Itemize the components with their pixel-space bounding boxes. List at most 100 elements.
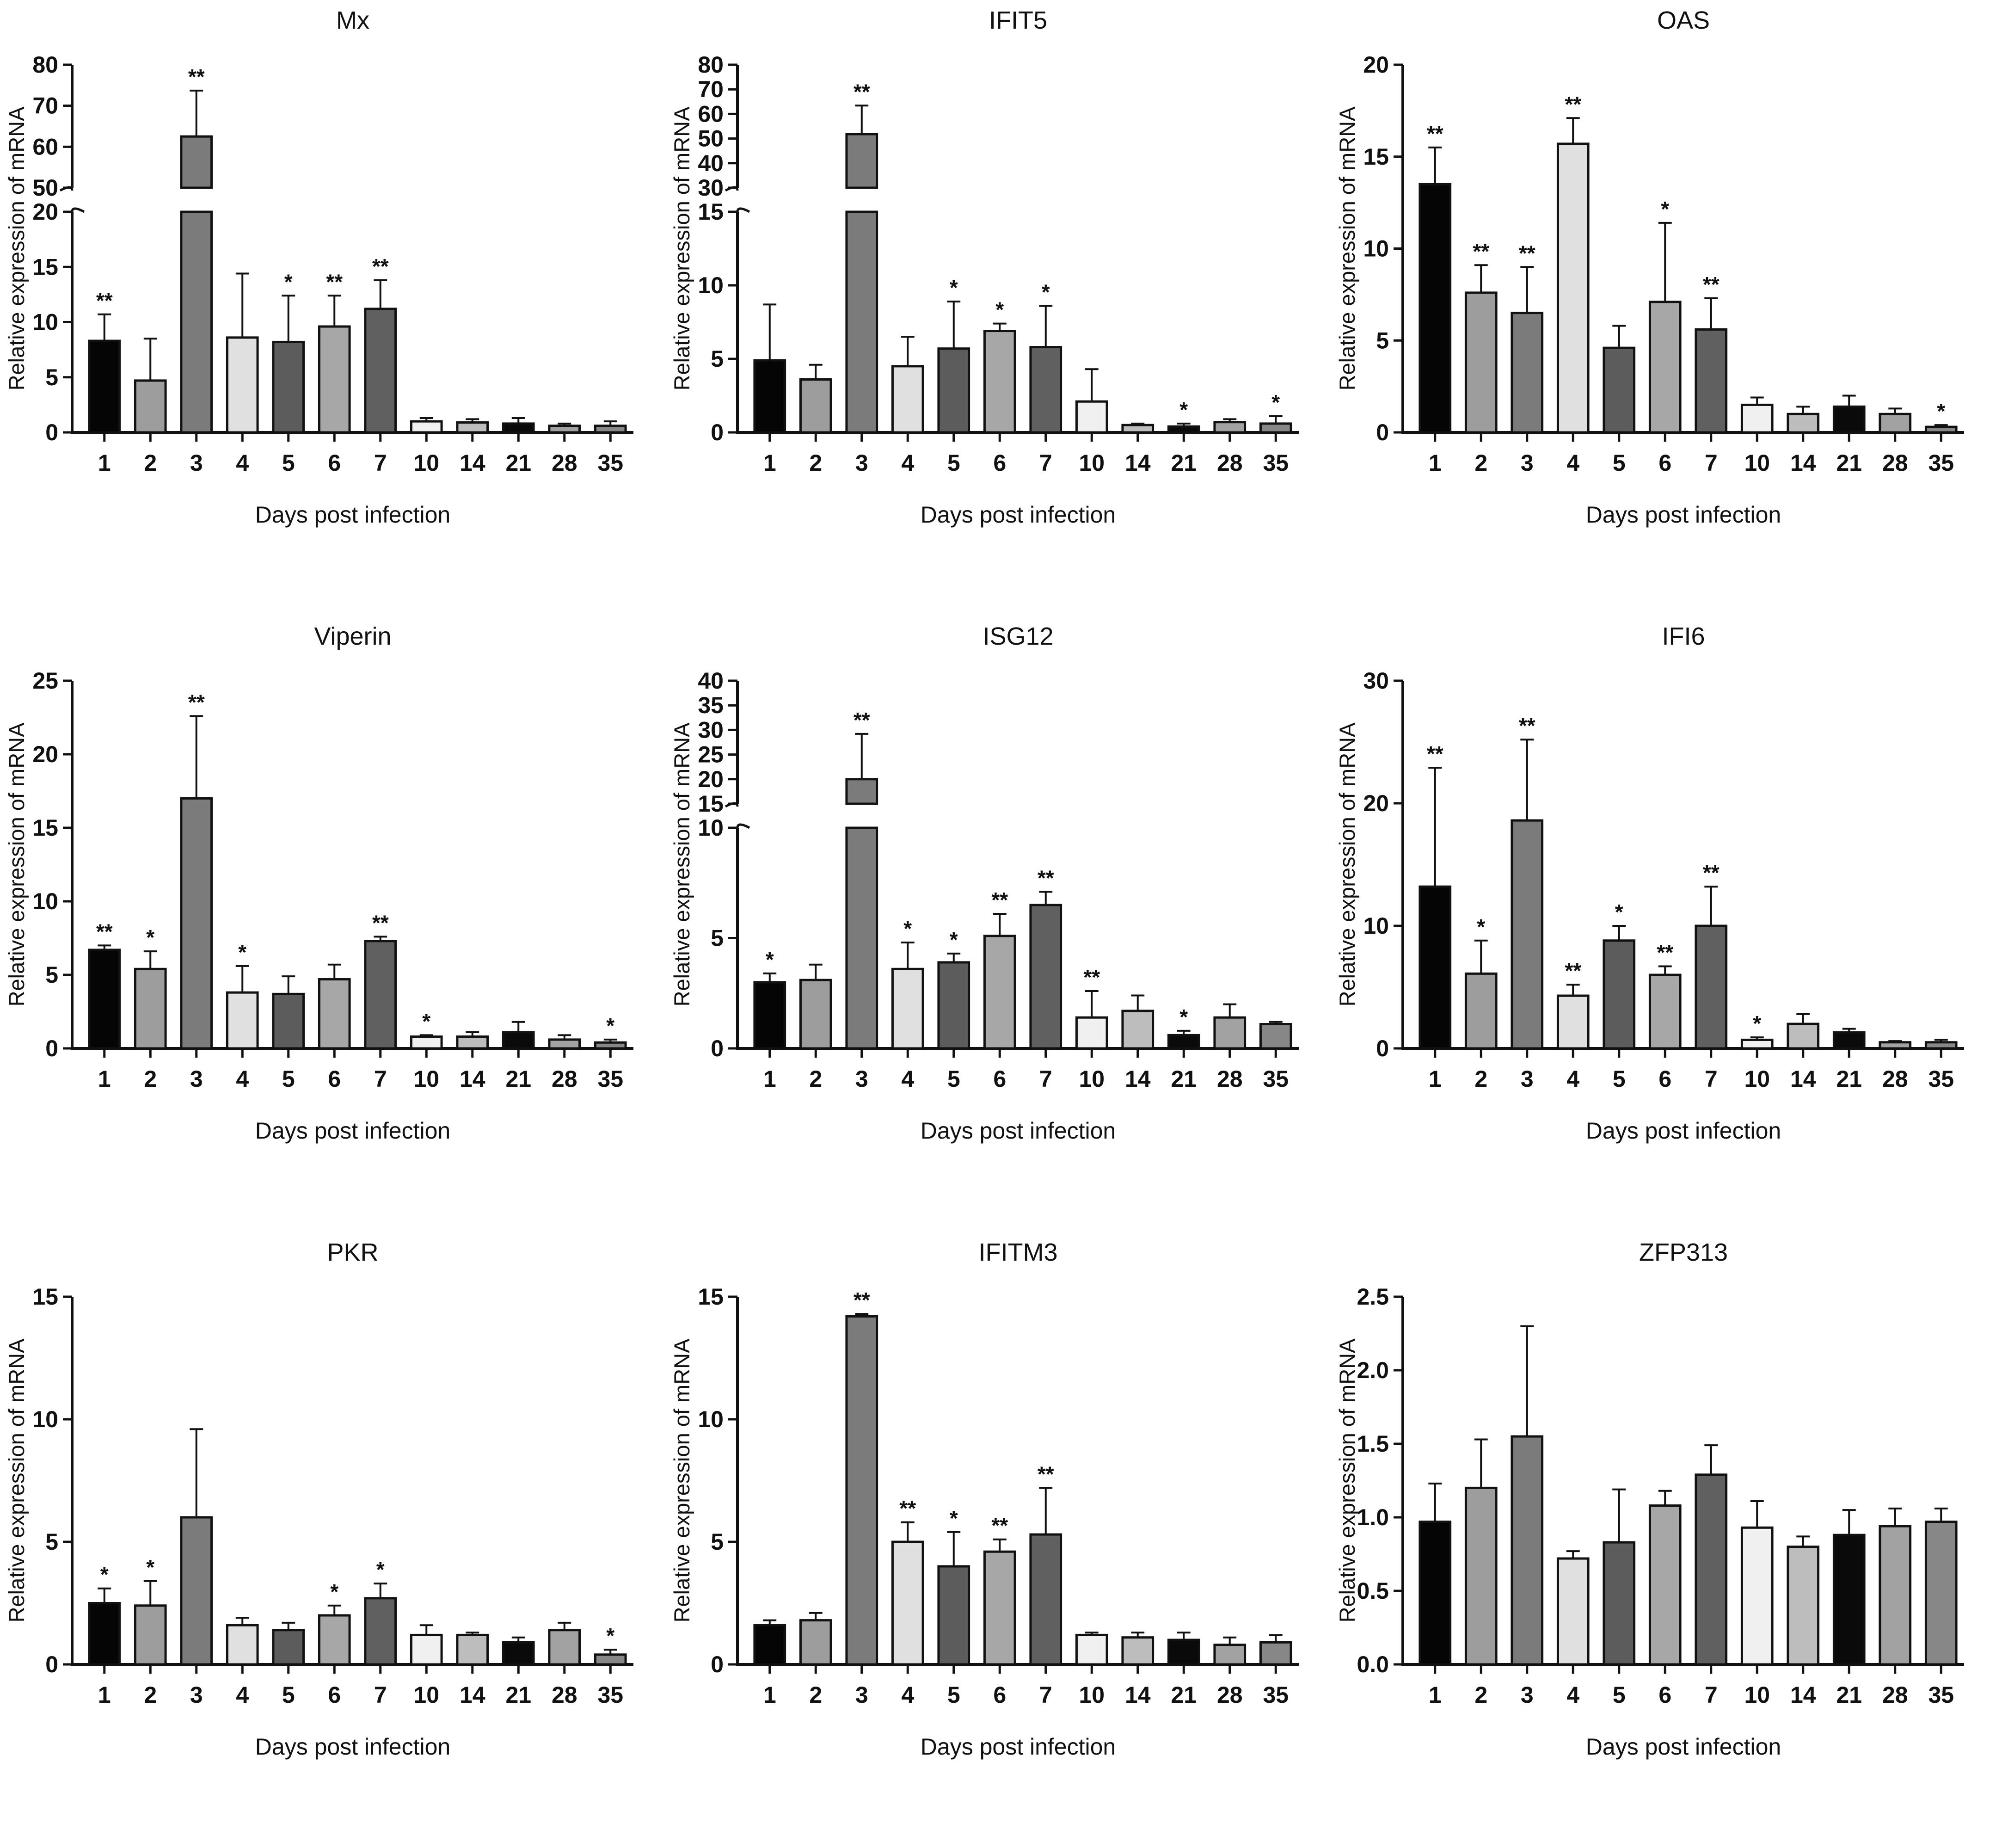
significance-label: ** [188, 690, 205, 714]
axis-break-mark [736, 823, 750, 829]
x-tick-label: 4 [236, 1682, 249, 1708]
bar [799, 378, 832, 434]
bar [364, 1597, 397, 1666]
bar [1029, 1533, 1062, 1666]
bar [1213, 421, 1247, 434]
chart-pkr: PKR Days post infection Relative expressio… [4, 1238, 633, 1760]
bar [1603, 346, 1636, 434]
y-tick-label: 0.5 [1357, 1578, 1389, 1604]
significance-label: * [238, 940, 246, 964]
panel-ifitm3: IFITM3 Days post infection Relative expres… [665, 1232, 1331, 1848]
x-tick-label: 14 [1790, 1066, 1816, 1092]
bar [891, 967, 924, 1050]
x-tick-label: 1 [1429, 1682, 1442, 1708]
bar [410, 1035, 443, 1050]
bar-lower-segment [845, 210, 878, 434]
x-tick-label: 1 [98, 1066, 111, 1092]
bar [88, 949, 121, 1050]
x-tick-label: 3 [1521, 1066, 1534, 1092]
chart-ifit5: IFIT5 Days post infection Relative express… [669, 6, 1299, 528]
x-axis-label: Days post infection [1586, 502, 1781, 528]
x-tick-label: 3 [855, 1066, 868, 1092]
chart-title: PKR [327, 1238, 378, 1266]
x-tick-label: 35 [1263, 450, 1289, 476]
chart-title: Viperin [314, 622, 391, 650]
x-axis-label: Days post infection [1586, 1118, 1781, 1144]
x-tick-label: 10 [1079, 1066, 1105, 1092]
bar [1029, 346, 1062, 434]
bar [226, 991, 259, 1050]
bar [845, 1315, 878, 1666]
significance-label: * [1753, 1011, 1761, 1035]
bar [134, 379, 167, 434]
bar-lower-segment [845, 826, 878, 1050]
y-tick-label: 20 [1363, 790, 1389, 816]
x-tick-label: 35 [1928, 1066, 1954, 1092]
chart-zfp313: ZFP313 Days post infection Relative expres… [1335, 1238, 1964, 1760]
significance-label: ** [899, 1497, 916, 1521]
bar [753, 981, 786, 1050]
y-tick-label: 2.0 [1357, 1357, 1389, 1383]
x-tick-label: 5 [1613, 1066, 1626, 1092]
x-tick-label: 5 [947, 450, 960, 476]
x-tick-label: 14 [1790, 1682, 1816, 1708]
bar [983, 935, 1016, 1050]
bar [1740, 403, 1774, 434]
bar [1075, 1016, 1108, 1050]
significance-label: * [995, 298, 1004, 322]
bar [1879, 413, 1912, 434]
y-tick-label: 0 [1376, 1035, 1389, 1061]
x-tick-label: 10 [1744, 1066, 1770, 1092]
x-tick-label: 10 [413, 1682, 439, 1708]
bar [1556, 142, 1590, 434]
x-tick-label: 28 [552, 1066, 577, 1092]
significance-label: * [1179, 398, 1188, 422]
bar [318, 1614, 351, 1666]
bar [1075, 1633, 1108, 1666]
y-tick-label: 0 [45, 1651, 58, 1677]
significance-label: ** [1427, 122, 1443, 146]
bar [1075, 400, 1108, 434]
x-tick-label: 21 [505, 1066, 531, 1092]
bar [1167, 1639, 1200, 1666]
panel-isg12: ISG12 Days post infection Relative express… [665, 616, 1331, 1232]
y-tick-label: 70 [32, 93, 58, 119]
x-tick-label: 7 [374, 1682, 387, 1708]
y-tick-label: 20 [698, 766, 724, 792]
significance-label: * [903, 917, 912, 941]
bar [1924, 1521, 1958, 1666]
bar [548, 425, 581, 434]
bar [1787, 1023, 1820, 1050]
chart-title: ISG12 [983, 622, 1053, 650]
y-tick-label: 15 [32, 815, 58, 841]
x-tick-label: 14 [1125, 1682, 1151, 1708]
significance-label: * [422, 1009, 430, 1033]
x-axis-label: Days post infection [255, 502, 450, 528]
bar [1464, 972, 1498, 1050]
significance-label: * [606, 1624, 614, 1648]
x-axis-label: Days post infection [921, 1734, 1116, 1760]
bar [502, 1641, 535, 1666]
bar [1832, 1031, 1866, 1050]
bar [272, 992, 305, 1050]
y-tick-label: 20 [1363, 52, 1389, 78]
bar [1259, 1641, 1292, 1666]
x-tick-label: 2 [144, 450, 157, 476]
significance-label: ** [991, 1514, 1008, 1538]
x-tick-label: 2 [809, 1066, 822, 1092]
x-tick-label: 10 [1079, 1682, 1105, 1708]
y-tick-label: 5 [1376, 327, 1389, 353]
x-tick-label: 21 [1836, 1066, 1862, 1092]
bar [937, 347, 970, 434]
significance-label: ** [372, 911, 389, 935]
y-tick-label: 30 [698, 175, 724, 201]
x-tick-label: 35 [1928, 450, 1954, 476]
bar [983, 1550, 1016, 1666]
x-tick-label: 10 [1744, 1682, 1770, 1708]
significance-label: ** [854, 80, 870, 104]
x-tick-label: 35 [1928, 1682, 1954, 1708]
y-tick-label: 0 [45, 419, 58, 445]
x-tick-label: 35 [597, 1066, 623, 1092]
significance-label: ** [1703, 272, 1720, 296]
significance-label: * [1179, 1005, 1188, 1029]
